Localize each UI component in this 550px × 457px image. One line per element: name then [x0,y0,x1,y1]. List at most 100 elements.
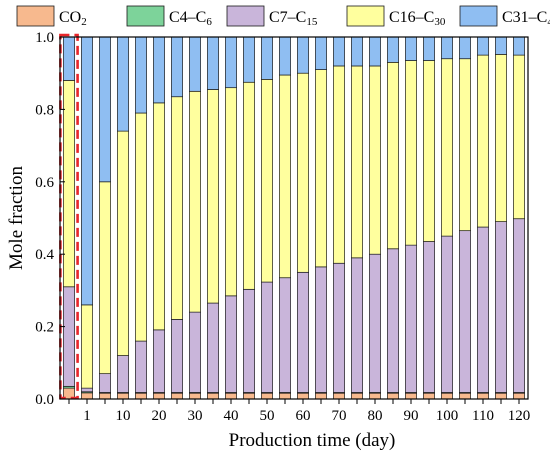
bar-co2-5 [99,392,111,400]
bar-c31-c40-80 [369,36,381,67]
bar-c31-c40-45 [243,36,255,83]
bar-co2-25 [171,392,183,400]
x-tick-label-10: 10 [116,408,131,424]
x-tick-label-30: 30 [188,408,203,424]
bar-c16-c30-5 [99,181,111,375]
bar-co2-95 [423,392,435,400]
bar-c16-c30-120 [513,54,525,220]
bar-co2-1 [81,392,93,400]
bar-c16-c30-10 [117,130,129,356]
y-tick-label-1.0: 1.0 [35,30,54,46]
bar-c31-c40-115 [495,36,507,55]
bar-c7-c15-50 [261,281,273,393]
bar-c16-c30-110 [477,54,489,228]
legend-swatch-c31-c40 [459,5,498,27]
bar-c16-c30-115 [495,54,507,222]
bar-co2-80 [369,392,381,400]
plot-border [59,36,529,400]
y-axis-label: Mole fraction [6,166,27,270]
bar-c7-c15-110 [477,226,489,393]
bar-c31-c40-70 [333,36,345,67]
bar-c31-c40-15 [135,36,147,114]
bar-c16-c30-80 [369,65,381,255]
bar-co2-35 [207,392,219,400]
bar-c7-c15-5 [99,373,111,393]
bar-c31-c40-5 [99,36,111,183]
legend-label-c4-c6: C4–C6 [169,9,212,28]
bar-c7-c15-65 [315,266,327,393]
bar-c16-c30-85 [387,61,399,250]
bar-c16-c30-30 [189,90,201,313]
bar-co2-110 [477,392,489,400]
bar-c7-c15-70 [333,262,345,393]
legend-swatch-co2 [16,5,55,27]
bar-c16-c30-15 [135,112,147,342]
bar-c31-c40-60 [297,36,309,74]
x-tick-label-1: 1 [83,408,91,424]
bar-c31-c40-95 [423,36,435,61]
x-axis-label: Production time (day) [229,430,396,451]
bar-c7-c15-20 [153,329,165,393]
bar-c16-c30-65 [315,69,327,268]
x-tick-label-20: 20 [152,408,167,424]
bar-c16-c30-100 [441,58,453,237]
bar-c7-c15-85 [387,248,399,393]
bar-co2-75 [351,392,363,400]
bar-co2-10 [117,392,129,400]
x-tick-label-110: 110 [472,408,494,424]
bar-c7-c15-55 [279,277,291,393]
bar-c16-c30-45 [243,81,255,290]
bar-c31-c40-65 [315,36,327,70]
bar-c16-c30-25 [171,96,183,320]
bar-c31-c40-90 [405,36,417,61]
bar-c7-c15-95 [423,241,435,393]
bar-c7-c15-60 [297,271,309,393]
bar-co2-40 [225,392,237,400]
legend-label-c16-c30: C16–C30 [389,9,446,28]
bar-c7-c15-1 [81,387,93,393]
x-tick-label-90: 90 [404,408,419,424]
legend-label-c7-c15: C7–C15 [269,9,318,28]
bar-co2-65 [315,392,327,400]
bar-co2-90 [405,392,417,400]
legend-swatch-c16-c30 [346,5,385,27]
bar-co2-115 [495,392,507,400]
bar-c31-c40-75 [351,36,363,67]
bar-c31-c40-100 [441,36,453,60]
bar-c16-c30-1 [81,304,93,389]
bar-co2-85 [387,392,399,400]
bar-c16-c30-20 [153,102,165,331]
legend-swatch-c7-c15 [226,5,265,27]
bar-c7-c15-25 [171,319,183,393]
bar-co2-30 [189,392,201,400]
bar-c7-c15-35 [207,302,219,393]
x-tick-label-120: 120 [508,408,531,424]
x-tick-label-50: 50 [260,408,275,424]
bar-c31-c40-40 [225,36,237,89]
bar-c7-c15-80 [369,253,381,393]
plot-frame [59,36,529,400]
bar-co2-120 [513,392,525,400]
bar-co2-60 [297,392,309,400]
bar-c7-c15-100 [441,235,453,393]
bar-c7-c15-15 [135,340,147,393]
bar-c16-c30-50 [261,78,273,283]
y-tick-label-0.0: 0.0 [35,392,54,408]
bar-co2-45 [243,392,255,400]
bar-c7-c15-0 [63,286,75,387]
bar-c7-c15-40 [225,295,237,393]
legend-label-c31-c40: C31–C40 [502,9,550,28]
bar-c7-c15-120 [513,218,525,393]
bars-layer [59,33,525,400]
bar-co2-70 [333,392,345,400]
legend: CO2 C4–C6 C7–C15 C16–C30 C31–C40 [16,5,550,28]
bar-c7-c15-75 [351,257,363,393]
bar-c31-c40-1 [81,36,93,306]
bar-c16-c30-40 [225,87,237,297]
bar-c7-c15-30 [189,311,201,393]
y-axis: 0.0 0.2 0.4 0.6 0.8 1.0 [35,30,65,408]
bar-co2-55 [279,392,291,400]
bar-c16-c30-95 [423,60,435,242]
bar-c16-c30-35 [207,89,219,304]
